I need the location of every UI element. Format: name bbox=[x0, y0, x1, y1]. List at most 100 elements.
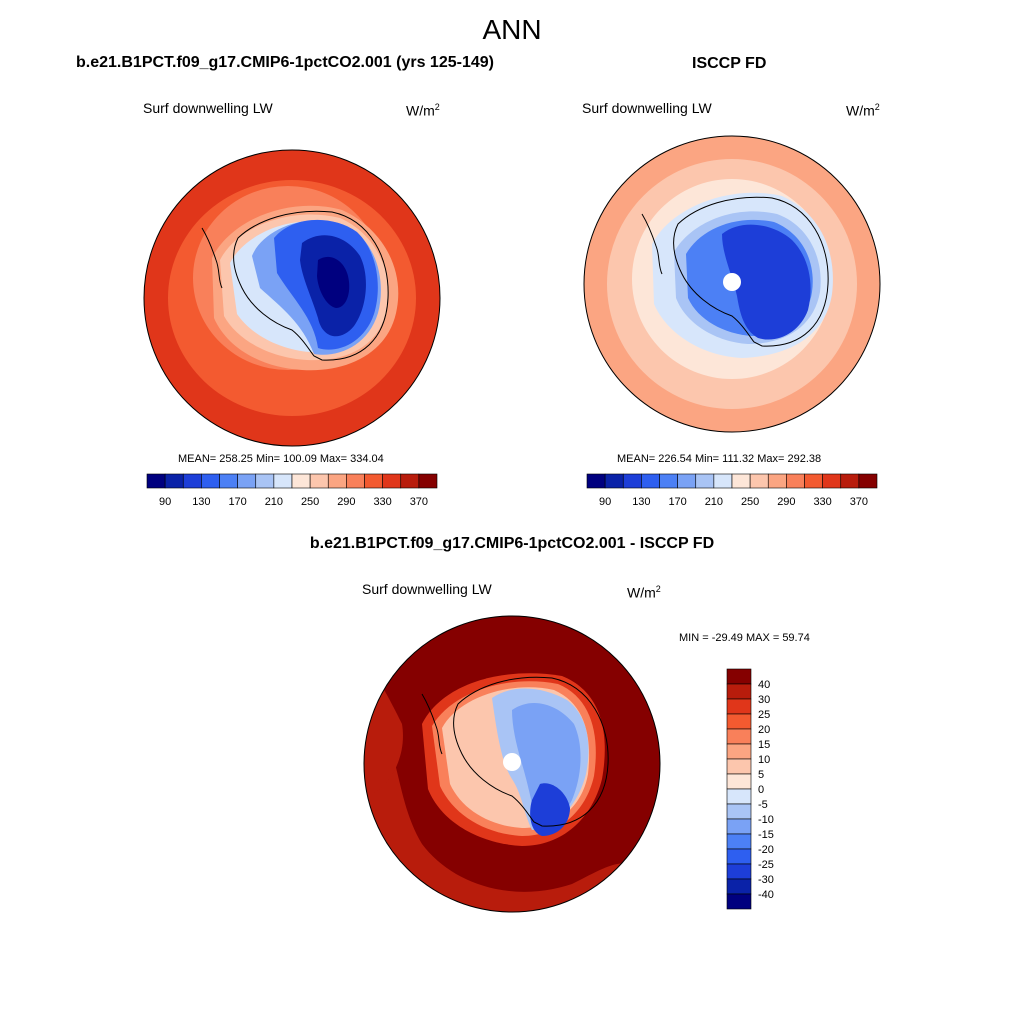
obs-colorbar-tick-label: 290 bbox=[777, 496, 795, 508]
model-colorbar-tick-label: 170 bbox=[228, 496, 246, 508]
diff-colorbar-swatch bbox=[726, 713, 752, 730]
model-colorbar-ticks: 90 130 170 210 250 290 330 370 bbox=[159, 496, 428, 508]
model-colorbar-tick-label: 250 bbox=[301, 496, 319, 508]
diff-colorbar-swatch bbox=[726, 698, 752, 715]
model-colorbar-swatch bbox=[327, 473, 347, 489]
diff-colorbar-swatch bbox=[726, 683, 752, 700]
model-colorbar-swatch bbox=[309, 473, 329, 489]
model-colorbar-swatch bbox=[164, 473, 184, 489]
diff-colorbar-labels: 40 30 25 20 15 10 5 0 -5 -10 -15 -20 -25 -30 -40 bbox=[758, 679, 774, 901]
diff-case-title: b.e21.B1PCT.f09_g17.CMIP6-1pctCO2.001 - … bbox=[309, 535, 715, 552]
diff-colorbar-swatch bbox=[726, 728, 752, 745]
obs-peninsula-coastline bbox=[641, 213, 663, 275]
model-colorbar-swatch bbox=[382, 473, 402, 489]
diff-variable-label: Surf downwelling LW bbox=[362, 581, 492, 597]
model-antarctica-coastline bbox=[233, 210, 389, 361]
obs-colorbar-tick-label: 370 bbox=[850, 496, 868, 508]
obs-colorbar-swatch bbox=[858, 473, 878, 489]
obs-colorbar-swatch bbox=[622, 473, 642, 489]
diff-colorbar-swatch bbox=[726, 833, 752, 850]
model-colorbar-tick-label: 210 bbox=[265, 496, 283, 508]
obs-map-border bbox=[583, 135, 881, 433]
model-colorbar-swatches bbox=[146, 473, 438, 489]
diff-polar-map bbox=[363, 615, 661, 913]
model-units-label: W/m2 bbox=[406, 102, 440, 119]
model-colorbar: 90 130 170 210 250 290 330 370 bbox=[146, 473, 438, 508]
obs-colorbar-tick-label: 250 bbox=[741, 496, 759, 508]
diff-colorbar-label: -15 bbox=[758, 829, 774, 841]
diff-units-label: W/m2 bbox=[627, 584, 661, 601]
diff-colorbar-swatch bbox=[726, 863, 752, 880]
diff-colorbar-swatch bbox=[726, 878, 752, 895]
obs-colorbar-swatch bbox=[713, 473, 733, 489]
diff-colorbar-swatch bbox=[726, 848, 752, 865]
diff-colorbar-label: 30 bbox=[758, 694, 770, 706]
diff-colorbar-label: 40 bbox=[758, 679, 770, 691]
model-variable-label: Surf downwelling LW bbox=[143, 100, 273, 116]
diff-missing-pole bbox=[503, 753, 521, 771]
diff-colorbar-label: -20 bbox=[758, 844, 774, 856]
diff-colorbar: 40 30 25 20 15 10 5 0 -5 -10 -15 -20 -25 -30 -40 bbox=[726, 668, 774, 910]
obs-colorbar-ticks: 90 130 170 210 250 290 330 370 bbox=[599, 496, 868, 508]
model-colorbar-swatch bbox=[400, 473, 420, 489]
obs-stats-label: MEAN= 226.54 Min= 111.32 Max= 292.38 bbox=[617, 453, 822, 465]
model-colorbar-swatch bbox=[273, 473, 293, 489]
model-peninsula-coastline bbox=[201, 227, 223, 289]
obs-colorbar-swatch bbox=[586, 473, 606, 489]
model-colorbar-swatch bbox=[201, 473, 220, 489]
obs-colorbar-swatch bbox=[840, 473, 860, 489]
diff-band-neg25 bbox=[530, 783, 570, 836]
model-colorbar-tick-label: 130 bbox=[192, 496, 210, 508]
obs-colorbar-swatch bbox=[604, 473, 624, 489]
diff-colorbar-label: 25 bbox=[758, 709, 770, 721]
obs-colorbar: 90 130 170 210 250 290 330 370 bbox=[586, 473, 878, 508]
model-colorbar-swatch bbox=[146, 473, 166, 489]
obs-colorbar-swatch bbox=[749, 473, 769, 489]
model-polar-map bbox=[143, 149, 441, 447]
model-colorbar-swatch bbox=[237, 473, 257, 489]
obs-colorbar-tick-label: 330 bbox=[813, 496, 831, 508]
obs-colorbar-swatch bbox=[695, 473, 715, 489]
obs-colorbar-swatch bbox=[804, 473, 823, 489]
diff-colorbar-label: -30 bbox=[758, 874, 774, 886]
obs-colorbar-swatches bbox=[586, 473, 878, 489]
diff-colorbar-swatch bbox=[726, 773, 752, 790]
diff-colorbar-label: -25 bbox=[758, 859, 774, 871]
diff-colorbar-swatches bbox=[726, 668, 752, 910]
model-case-title: b.e21.B1PCT.f09_g17.CMIP6-1pctCO2.001 (y… bbox=[76, 54, 494, 71]
page-title: ANN bbox=[482, 14, 542, 45]
obs-colorbar-tick-label: 130 bbox=[632, 496, 650, 508]
obs-missing-pole bbox=[723, 273, 741, 291]
model-colorbar-tick-label: 370 bbox=[410, 496, 428, 508]
diff-colorbar-swatch bbox=[726, 818, 752, 835]
diff-band-30-south bbox=[364, 704, 660, 912]
obs-colorbar-swatch bbox=[641, 473, 660, 489]
obs-antarctica-coastline bbox=[673, 196, 829, 347]
model-colorbar-swatch bbox=[219, 473, 238, 489]
model-colorbar-swatch bbox=[255, 473, 275, 489]
diff-map-border bbox=[363, 615, 661, 913]
diff-colorbar-label: 10 bbox=[758, 754, 770, 766]
obs-colorbar-swatch bbox=[731, 473, 751, 489]
model-colorbar-swatch bbox=[346, 473, 365, 489]
diff-colorbar-swatch bbox=[726, 788, 752, 805]
obs-colorbar-tick-label: 90 bbox=[599, 496, 611, 508]
model-colorbar-swatch bbox=[364, 473, 383, 489]
diff-peninsula-coastline bbox=[421, 693, 443, 755]
diff-colorbar-swatch bbox=[726, 668, 752, 685]
diff-colorbar-swatch bbox=[726, 803, 752, 820]
diff-stats-label: MIN = -29.49 MAX = 59.74 bbox=[679, 632, 810, 644]
obs-units-label: W/m2 bbox=[846, 102, 880, 119]
diff-colorbar-label: -10 bbox=[758, 814, 774, 826]
obs-variable-label: Surf downwelling LW bbox=[582, 100, 712, 116]
obs-colorbar-swatch bbox=[822, 473, 842, 489]
diff-colorbar-label: 15 bbox=[758, 739, 770, 751]
diff-colorbar-swatch bbox=[726, 758, 752, 775]
obs-colorbar-swatch bbox=[767, 473, 787, 489]
model-colorbar-tick-label: 290 bbox=[337, 496, 355, 508]
diff-colorbar-swatch bbox=[726, 893, 752, 910]
model-map-border bbox=[143, 149, 441, 447]
model-colorbar-tick-label: 90 bbox=[159, 496, 171, 508]
diff-colorbar-swatch bbox=[726, 743, 752, 760]
diff-colorbar-label: 20 bbox=[758, 724, 770, 736]
